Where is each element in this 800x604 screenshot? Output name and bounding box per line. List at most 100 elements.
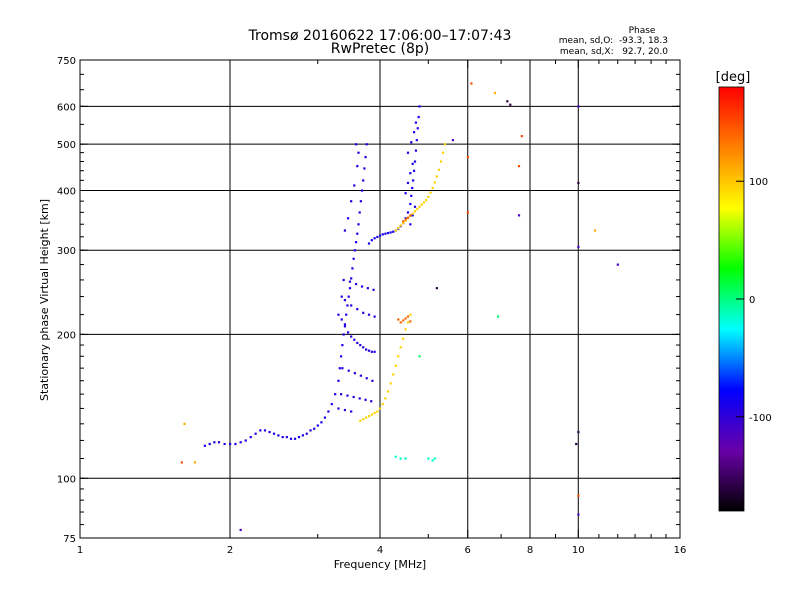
- data-point: [402, 319, 405, 322]
- x-tick-label: 6: [465, 545, 471, 556]
- data-point: [339, 355, 343, 358]
- data-point: [358, 211, 361, 214]
- data-point: [411, 162, 414, 165]
- data-point: [359, 200, 362, 203]
- data-point: [309, 429, 312, 432]
- data-point: [441, 151, 445, 154]
- data-point: [338, 367, 341, 370]
- data-point: [381, 403, 384, 406]
- data-point: [402, 222, 405, 225]
- data-point: [234, 442, 237, 446]
- x-axis-label: Frequency [MHz]: [334, 558, 426, 571]
- data-point: [413, 205, 417, 208]
- data-point: [337, 407, 340, 410]
- data-point: [409, 202, 412, 206]
- x-axis: 1 2 4 6 8 10 16: [77, 60, 686, 556]
- colorbar-tick-label: 100: [749, 177, 768, 188]
- data-point: [392, 230, 395, 233]
- data-point: [384, 232, 387, 235]
- data-point: [392, 373, 395, 376]
- data-point: [350, 410, 353, 413]
- data-point: [406, 216, 410, 219]
- data-point: [343, 325, 347, 328]
- data-point: [359, 419, 362, 422]
- data-point: [466, 211, 469, 214]
- data-point: [433, 181, 436, 184]
- data-point: [289, 437, 293, 440]
- data-point: [350, 277, 353, 280]
- y-tick-label: 100: [57, 474, 76, 485]
- y-tick-label: 300: [57, 246, 76, 257]
- data-point: [429, 191, 432, 194]
- data-point: [373, 237, 376, 240]
- data-point: [577, 430, 580, 434]
- data-point: [356, 341, 359, 345]
- data-point: [334, 393, 337, 396]
- data-points: [180, 82, 619, 532]
- data-point: [213, 441, 216, 444]
- data-point: [357, 151, 360, 154]
- data-point: [353, 372, 356, 375]
- data-point: [493, 91, 497, 95]
- data-point: [362, 311, 365, 314]
- data-point: [339, 393, 343, 396]
- data-point: [577, 513, 580, 516]
- data-point: [404, 328, 407, 331]
- data-point: [399, 346, 402, 349]
- y-tick-label: 750: [57, 56, 76, 67]
- phase-stats-x: mean, sd,X: 92.7, 20.0: [560, 47, 668, 57]
- data-point: [343, 229, 347, 232]
- data-point: [406, 315, 410, 318]
- y-tick-label: 200: [57, 330, 76, 341]
- data-point: [435, 175, 438, 178]
- data-point: [342, 333, 345, 336]
- data-point: [517, 165, 521, 168]
- data-point: [422, 201, 426, 204]
- data-point: [376, 410, 379, 413]
- data-point: [356, 232, 359, 235]
- data-point: [411, 212, 414, 215]
- data-point: [577, 494, 580, 497]
- data-point: [313, 427, 316, 430]
- data-point: [406, 181, 410, 185]
- data-point: [341, 344, 344, 347]
- data-point: [365, 143, 368, 146]
- data-point: [412, 131, 416, 134]
- data-point: [439, 160, 443, 163]
- data-point: [402, 220, 405, 223]
- data-point: [373, 350, 376, 353]
- data-point: [356, 308, 359, 311]
- data-point: [404, 192, 407, 195]
- data-point: [427, 195, 430, 199]
- data-point: [337, 379, 340, 382]
- data-point: [496, 315, 500, 318]
- data-point: [301, 434, 305, 437]
- data-point: [506, 100, 509, 103]
- data-point: [389, 382, 392, 385]
- data-point: [343, 299, 347, 302]
- data-point: [418, 205, 421, 208]
- data-point: [367, 414, 371, 418]
- y-axis-label: Stationary phase Virtual Height [km]: [38, 199, 51, 401]
- data-point: [354, 143, 358, 146]
- data-point: [404, 457, 407, 460]
- data-point: [285, 435, 288, 439]
- data-point: [346, 304, 349, 307]
- data-point: [404, 218, 407, 221]
- data-point: [350, 335, 353, 338]
- data-point: [354, 241, 358, 244]
- data-point: [353, 184, 356, 187]
- data-point: [365, 377, 368, 380]
- data-point: [217, 441, 221, 444]
- data-point: [367, 349, 371, 352]
- data-point: [239, 441, 242, 444]
- data-point: [208, 442, 211, 446]
- data-point: [360, 285, 364, 288]
- colorbar-tick-label: 0: [749, 295, 755, 306]
- data-point: [259, 429, 262, 432]
- data-point: [376, 235, 379, 239]
- data-point: [406, 211, 410, 214]
- data-point: [404, 317, 407, 320]
- data-point: [409, 223, 412, 226]
- data-point: [431, 459, 434, 462]
